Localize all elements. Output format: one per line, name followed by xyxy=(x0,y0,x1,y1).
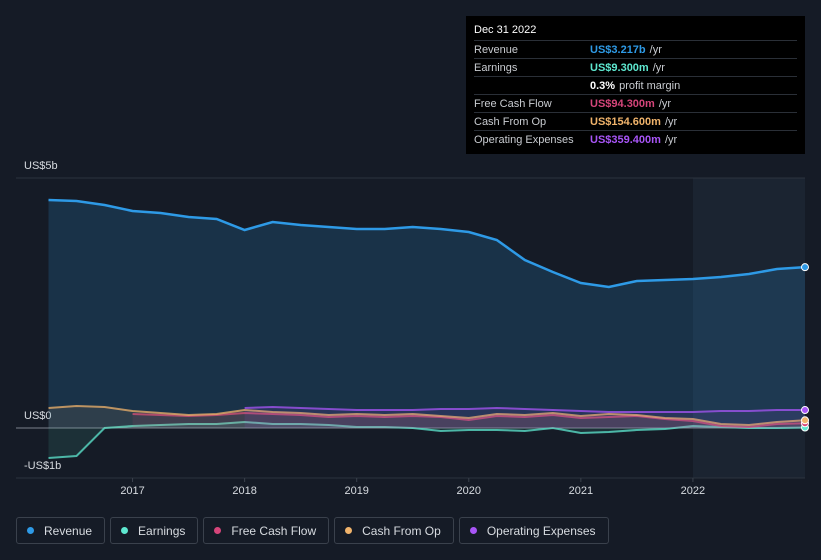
tooltip-label: Cash From Op xyxy=(474,115,547,128)
tooltip-unit: /yr xyxy=(652,61,665,74)
legend-item[interactable]: Free Cash Flow xyxy=(203,517,330,544)
legend-label: Free Cash Flow xyxy=(231,523,317,538)
tooltip-row: Operating Expenses US$359.400m/yr xyxy=(474,130,797,148)
y-tick-label: -US$1b xyxy=(24,460,61,472)
tooltip-date: Dec 31 2022 xyxy=(474,24,537,36)
legend-label: Earnings xyxy=(138,523,186,538)
tooltip-row: Revenue US$3.217b/yr xyxy=(474,40,797,58)
x-tick-label: 2020 xyxy=(457,485,481,497)
legend-label: Operating Expenses xyxy=(486,523,596,538)
tooltip-value: 0.3% xyxy=(590,79,616,92)
legend-item[interactable]: Cash From Op xyxy=(334,517,454,544)
tooltip-unit: /yr xyxy=(664,115,678,128)
legend-label: Cash From Op xyxy=(362,523,441,538)
tooltip-value: US$154.600m xyxy=(590,115,661,128)
series-line xyxy=(132,411,806,429)
legend-swatch xyxy=(469,527,477,534)
legend-label: Revenue xyxy=(44,523,93,538)
tooltip-value: US$359.400m xyxy=(590,133,661,146)
tooltip-label: Revenue xyxy=(474,43,519,56)
legend-swatch xyxy=(121,527,129,534)
tooltip-row: 0.3% profit margin xyxy=(474,76,797,94)
legend: Revenue Earnings Free Cash Flow Cash From O… xyxy=(16,517,609,544)
tooltip-label: Earnings xyxy=(474,61,518,74)
end-point xyxy=(801,263,809,272)
tooltip-row: Free Cash Flow US$94.300m/yr xyxy=(474,94,797,112)
legend-item[interactable]: Earnings xyxy=(110,517,199,544)
tooltip-value: US$94.300m xyxy=(590,97,655,110)
y-tick-label: US$5b xyxy=(24,160,58,172)
tooltip-unit: /yr xyxy=(649,43,662,56)
legend-swatch xyxy=(27,527,34,534)
legend-item[interactable]: Revenue xyxy=(16,517,106,544)
end-point xyxy=(801,416,809,425)
x-tick-label: 2021 xyxy=(569,485,593,497)
series-line xyxy=(48,198,806,289)
tooltip-label: Operating Expenses xyxy=(474,133,574,146)
chart: -US$1b US$0 US$5b 2017 2018 2019 2020 2021 2022 xyxy=(16,160,809,497)
x-tick-label: 2018 xyxy=(232,485,256,497)
legend-swatch xyxy=(214,527,222,534)
tooltip: Dec 31 2022 Revenue US$3.217b/yr Earnings U… xyxy=(466,16,805,154)
x-tick-label: 2017 xyxy=(120,485,144,497)
tooltip-value: US$3.217b xyxy=(590,43,646,56)
tooltip-label: Free Cash Flow xyxy=(474,97,552,110)
tooltip-value: US$9.300m xyxy=(590,61,649,74)
tooltip-row: Earnings US$9.300m/yr xyxy=(474,58,797,76)
tooltip-unit: /yr xyxy=(658,97,672,110)
series-line xyxy=(48,420,806,459)
series-area xyxy=(48,200,806,428)
legend-swatch xyxy=(345,527,353,534)
series-line xyxy=(48,404,806,427)
legend-item[interactable]: Operating Expenses xyxy=(458,517,609,544)
tooltip-unit: /yr xyxy=(664,133,678,146)
x-tick-label: 2022 xyxy=(681,485,705,497)
y-tick-label: US$0 xyxy=(24,410,52,422)
end-point xyxy=(801,406,809,415)
tooltip-row: Cash From Op US$154.600m/yr xyxy=(474,112,797,130)
tooltip-unit: profit margin xyxy=(619,79,681,92)
series-line xyxy=(244,405,806,413)
x-tick-label: 2019 xyxy=(344,485,368,497)
